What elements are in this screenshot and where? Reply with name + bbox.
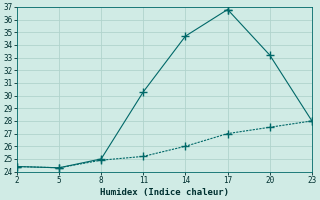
X-axis label: Humidex (Indice chaleur): Humidex (Indice chaleur) [100, 188, 229, 197]
